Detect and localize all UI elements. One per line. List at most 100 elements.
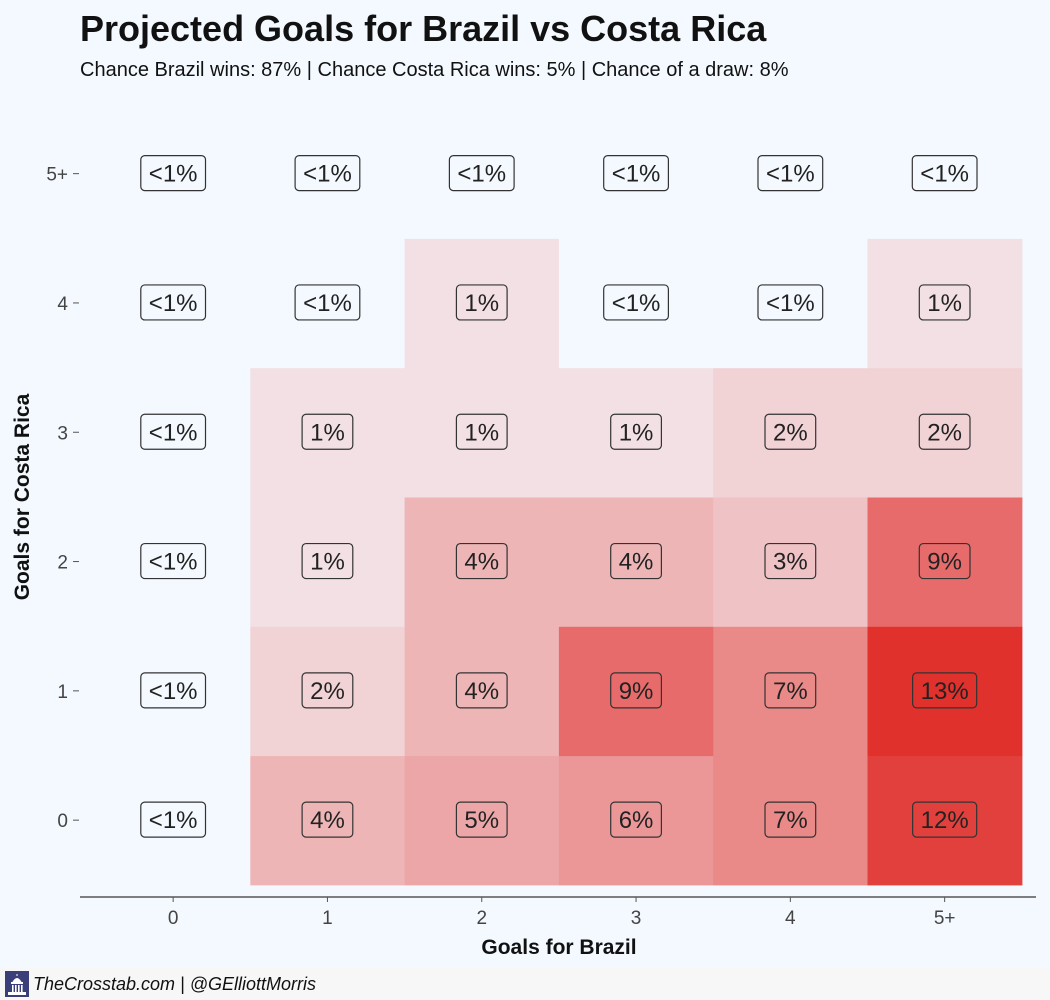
- cell-label-b5+-c1: 13%: [912, 672, 978, 709]
- y-axis-ticks: 0 1 2 3 4 5+: [46, 165, 79, 832]
- heatmap-cell-b2-c2: [404, 496, 560, 627]
- cell-label-text: 2%: [927, 419, 962, 446]
- cell-label-text: 1%: [927, 290, 962, 317]
- heatmap-cell-b1-c2: [250, 496, 406, 627]
- cell-label-b0-c3: <1%: [140, 413, 207, 450]
- cell-label-b0-c2: <1%: [140, 542, 207, 580]
- cell-label-box: [764, 413, 817, 450]
- cell-label-b1-c4: <1%: [294, 284, 361, 321]
- heatmap-cell-b5+-c0: [867, 755, 1023, 886]
- cell-label-b3-c0: 6%: [610, 801, 662, 838]
- cell-label-box: [294, 155, 361, 192]
- cell-label-box: [757, 155, 824, 192]
- cell-label-box: [448, 155, 515, 192]
- heatmap-cell-b2-c1: [404, 626, 560, 757]
- cell-label-b2-c0: 5%: [455, 801, 508, 838]
- heatmap-cell-b3-c1: [558, 626, 714, 757]
- footer: TheCrosstab.com | @GElliottMorris: [0, 968, 1050, 1000]
- cell-label-b3-c2: 4%: [610, 542, 662, 580]
- cell-label-text: <1%: [612, 290, 661, 317]
- cell-label-box: [610, 801, 662, 838]
- x-tick-label: 3: [631, 908, 642, 929]
- cell-label-b3-c3: 1%: [610, 413, 662, 450]
- x-tick-label: 2: [476, 908, 487, 929]
- cell-label-box: [603, 155, 670, 192]
- cell-label-text: 2%: [773, 419, 808, 446]
- cell-label-b5+-c5+: <1%: [911, 155, 978, 192]
- cell-label-box: [918, 284, 971, 321]
- cell-label-box: [140, 155, 207, 192]
- cell-label-b4-c0: 7%: [764, 801, 817, 838]
- heatmap-cell-b1-c4: [250, 238, 406, 369]
- cell-label-box: [918, 542, 971, 580]
- cell-label-text: 5%: [464, 807, 499, 834]
- cell-label-box: [455, 801, 508, 838]
- heatmap-cell-b4-c3: [713, 367, 869, 498]
- cell-label-b3-c5+: <1%: [603, 155, 670, 192]
- cell-label-b2-c3: 1%: [455, 413, 508, 450]
- heatmap-cell-b0-c5+: [96, 109, 251, 239]
- cell-label-box: [764, 801, 817, 838]
- cell-label-b2-c2: 4%: [455, 542, 508, 580]
- cell-label-box: [455, 672, 508, 709]
- heatmap-cell-b2-c0: [404, 755, 560, 886]
- heatmap-cell-b4-c4: [713, 238, 869, 369]
- cell-label-box: [911, 155, 978, 192]
- heatmap-cell-b2-c3: [404, 367, 560, 498]
- y-tick-label: 3: [57, 423, 68, 444]
- capitol-building-icon: [5, 971, 29, 997]
- y-axis-title: Goals for Costa Rica: [11, 393, 34, 600]
- cell-label-text: 1%: [464, 419, 499, 446]
- y-tick-label: 0: [57, 811, 68, 832]
- heatmap-labels: <1% 4% 5% 6% 7% 12% <1% 2% 4% 9% 7% 13% <1% 1% 4% 4% 3% 9…: [140, 155, 978, 838]
- cell-label-box: [301, 801, 354, 838]
- cell-label-text: 1%: [310, 419, 345, 446]
- cell-label-box: [294, 284, 361, 321]
- cell-label-box: [918, 413, 971, 450]
- cell-label-text: 4%: [464, 678, 499, 705]
- cell-label-b5+-c2: 9%: [918, 542, 971, 580]
- heatmap-cell-b3-c4: [558, 238, 714, 369]
- cell-label-box: [140, 542, 207, 580]
- heatmap-cell-b4-c0: [713, 755, 869, 886]
- heatmap-cell-b1-c5+: [250, 109, 406, 239]
- cell-label-text: <1%: [766, 161, 815, 188]
- cell-label-b5+-c3: 2%: [918, 413, 971, 450]
- cell-label-box: [140, 413, 207, 450]
- cell-label-box: [757, 284, 824, 321]
- cell-label-b1-c0: 4%: [301, 801, 354, 838]
- cell-label-text: <1%: [149, 549, 198, 576]
- y-tick-label: 2: [57, 553, 68, 574]
- heatmap-cell-b4-c2: [713, 496, 869, 627]
- cell-label-text: 12%: [921, 807, 969, 834]
- cell-label-text: <1%: [920, 161, 969, 188]
- cell-label-text: 4%: [464, 549, 499, 576]
- heatmap-cell-b2-c5+: [404, 109, 560, 239]
- cell-label-b4-c1: 7%: [764, 672, 817, 709]
- cell-label-b4-c3: 2%: [764, 413, 817, 450]
- cell-label-b5+-c0: 12%: [912, 801, 978, 838]
- cell-label-b0-c4: <1%: [140, 284, 207, 321]
- heatmap-cell-b4-c1: [713, 626, 869, 757]
- y-tick-label: 1: [57, 682, 68, 703]
- cell-label-box: [912, 801, 978, 838]
- heatmap-cell-b3-c0: [558, 755, 714, 886]
- cell-label-text: 1%: [619, 419, 654, 446]
- cell-label-box: [912, 672, 978, 709]
- cell-label-box: [301, 413, 354, 450]
- heatmap-cell-b5+-c3: [867, 367, 1023, 498]
- cell-label-text: <1%: [612, 161, 661, 188]
- cell-label-b2-c1: 4%: [455, 672, 508, 709]
- cell-label-box: [455, 542, 508, 580]
- y-tick-label: 5+: [46, 165, 68, 186]
- cell-label-b2-c4: 1%: [455, 284, 508, 321]
- cell-label-text: <1%: [457, 161, 506, 188]
- cell-label-b3-c4: <1%: [603, 284, 670, 321]
- heatmap-cell-b3-c2: [558, 496, 714, 627]
- cell-label-box: [455, 413, 508, 450]
- x-axis-ticks: 0 1 2 3 4 5+: [168, 897, 955, 929]
- cell-label-text: 6%: [619, 807, 654, 834]
- cell-label-b4-c5+: <1%: [757, 155, 824, 192]
- cell-label-text: 3%: [773, 549, 808, 576]
- heatmap-cell-b2-c4: [404, 238, 560, 369]
